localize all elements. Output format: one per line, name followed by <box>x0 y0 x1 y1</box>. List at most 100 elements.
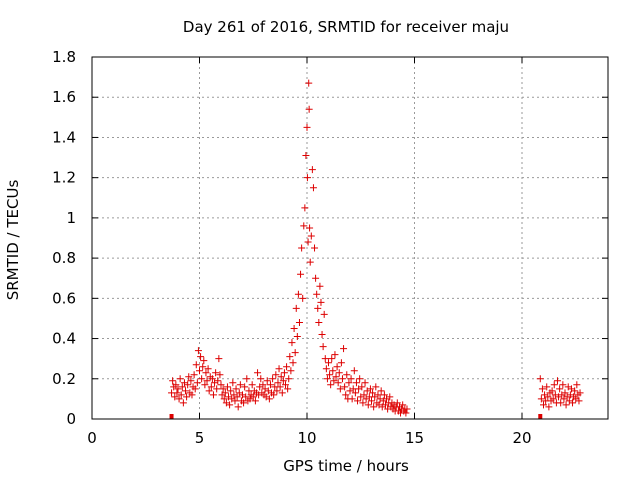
data-point <box>213 385 221 393</box>
data-point <box>537 395 545 403</box>
data-point <box>332 373 340 381</box>
data-point <box>342 391 350 399</box>
data-point <box>327 381 335 389</box>
data-point <box>283 363 291 371</box>
data-point <box>190 371 198 379</box>
data-point <box>197 353 205 361</box>
data-point <box>227 387 235 395</box>
data-point <box>330 377 338 385</box>
data-point <box>358 383 366 391</box>
data-point <box>194 347 202 355</box>
data-point <box>343 371 351 379</box>
data-point <box>306 224 314 232</box>
data-point <box>179 399 187 407</box>
data-point <box>199 363 207 371</box>
data-point <box>201 381 209 389</box>
data-point <box>226 401 234 409</box>
y-tick-label: 1 <box>66 209 76 227</box>
data-point <box>320 310 328 318</box>
data-point <box>368 397 375 405</box>
data-point <box>185 373 193 381</box>
data-point <box>270 391 278 399</box>
data-point <box>369 389 377 397</box>
data-point <box>370 403 378 411</box>
data-point <box>272 371 280 379</box>
data-point <box>334 379 342 387</box>
data-point <box>538 385 546 393</box>
data-point <box>335 369 343 377</box>
data-point <box>545 403 553 411</box>
data-point <box>172 381 180 389</box>
y-axis-label: SRMTID / TECUs <box>4 180 22 301</box>
data-point <box>299 294 307 302</box>
data-point <box>309 184 317 192</box>
data-point <box>220 395 228 403</box>
data-point <box>269 375 277 383</box>
data-point <box>300 222 308 230</box>
data-point <box>276 383 284 391</box>
data-point <box>304 238 312 246</box>
data-point <box>209 391 217 399</box>
data-point <box>380 391 388 399</box>
data-point <box>282 381 289 389</box>
data-point <box>234 403 242 411</box>
data-point <box>240 399 248 407</box>
data-point <box>249 393 257 401</box>
data-point <box>192 361 200 369</box>
data-point <box>318 331 326 339</box>
data-point <box>204 365 212 373</box>
x-tick-label: 10 <box>297 429 316 447</box>
data-point <box>275 365 283 373</box>
data-point <box>173 389 181 397</box>
data-point <box>188 391 196 399</box>
data-point <box>212 369 220 377</box>
data-point <box>536 375 544 383</box>
data-point <box>286 353 294 361</box>
data-point <box>243 375 251 383</box>
data-point <box>229 379 237 387</box>
data-point <box>575 397 583 405</box>
data-point <box>360 391 368 399</box>
data-point <box>364 401 372 409</box>
data-point <box>352 379 360 387</box>
data-point <box>215 355 223 363</box>
data-point <box>562 401 570 409</box>
data-point <box>292 304 300 312</box>
data-point <box>316 282 324 290</box>
y-tick-label: 1.4 <box>52 128 76 146</box>
data-point <box>540 401 547 409</box>
data-point <box>242 393 250 401</box>
data-point <box>205 387 213 395</box>
data-point <box>290 325 298 332</box>
x-tick-label: 20 <box>512 429 531 447</box>
data-point <box>178 383 186 391</box>
data-point <box>202 369 210 377</box>
data-point <box>196 367 203 375</box>
data-point <box>311 244 319 252</box>
data-point <box>200 357 208 365</box>
data-point <box>241 383 249 391</box>
chart-title: Day 261 of 2016, SRMTID for receiver maj… <box>183 18 509 36</box>
data-point <box>285 375 293 383</box>
plot-frame <box>91 56 609 420</box>
data-point <box>325 359 332 367</box>
data-point <box>350 367 358 375</box>
data-point <box>549 395 557 403</box>
data-point <box>351 389 359 397</box>
y-tick-label: 1.2 <box>52 169 76 187</box>
data-point <box>356 375 364 383</box>
data-point <box>321 355 329 363</box>
data-point <box>402 409 410 417</box>
data-point <box>354 397 362 405</box>
data-points <box>168 79 584 419</box>
x-tick-label: 5 <box>195 429 205 447</box>
data-point <box>177 391 185 399</box>
data-point <box>307 232 315 240</box>
data-point <box>221 389 229 397</box>
data-point <box>313 290 321 298</box>
data-point <box>274 379 282 387</box>
y-tick-label: 1.6 <box>52 88 76 106</box>
baseline-marker <box>169 414 174 419</box>
data-point <box>295 318 303 326</box>
